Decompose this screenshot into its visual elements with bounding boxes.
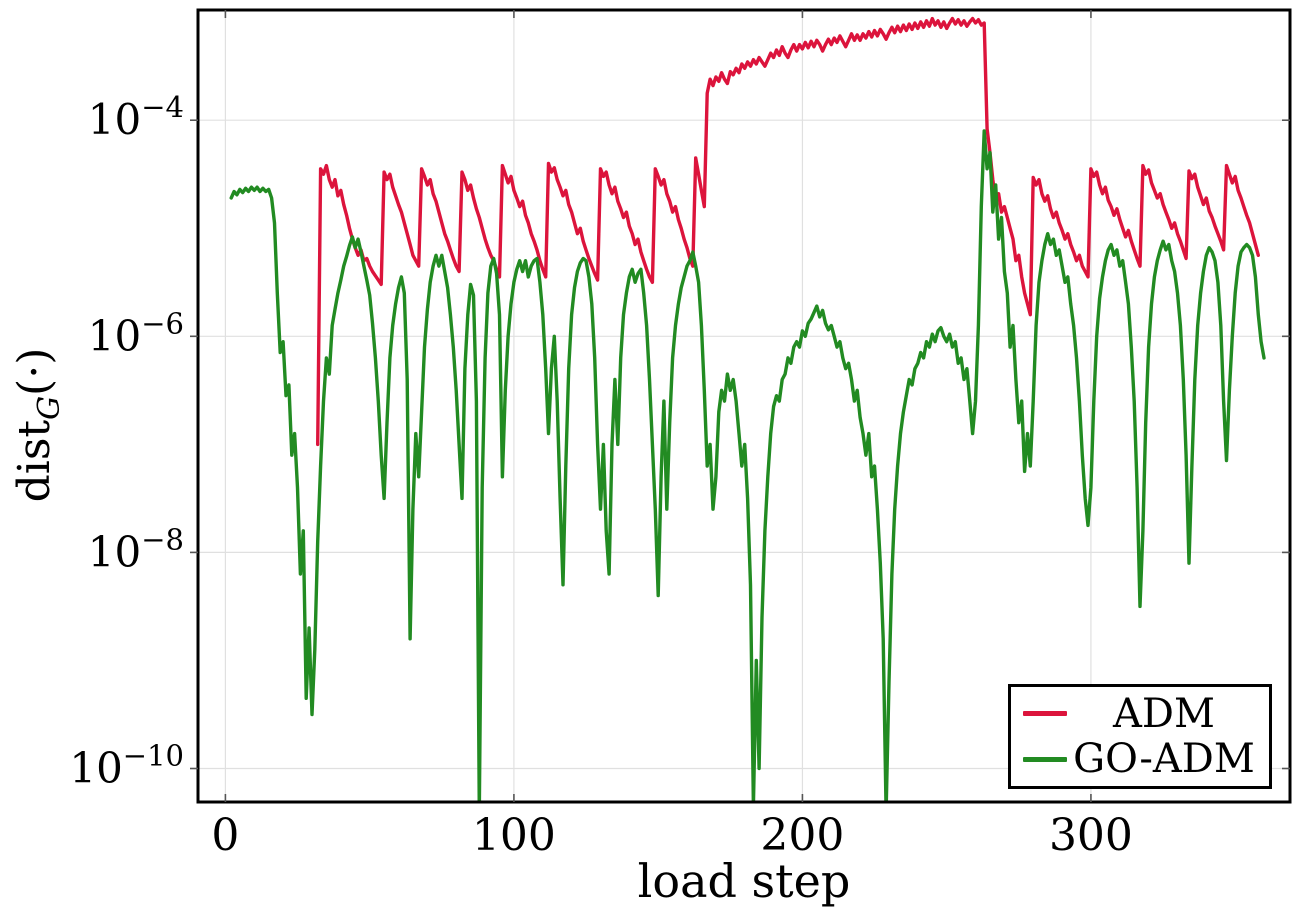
legend-label-adm: ADM [1113, 690, 1215, 737]
axes-spines [196, 8, 1292, 804]
x-tick-label: 0 [211, 810, 239, 861]
y-axis-label: distG(·) [5, 275, 67, 575]
series-line-adm [316, 16, 1261, 447]
legend-label-go-adm: GO-ADM [1073, 736, 1255, 783]
x-tick-label: 300 [1049, 810, 1133, 861]
y-tick-label: 10−6 [88, 306, 184, 360]
legend: ADM GO-ADM [1008, 684, 1272, 789]
y-tick-label: 10−10 [69, 739, 184, 793]
adm-line-sample-icon [1023, 711, 1067, 717]
y-tick-label: 10−8 [88, 522, 184, 576]
legend-entry-go-adm: GO-ADM [1023, 737, 1261, 783]
y-axis-label-prefix: dist [9, 419, 60, 503]
y-axis-label-suffix: (·) [9, 347, 60, 396]
x-axis-label: load step [637, 854, 851, 908]
y-tick-label: 10−4 [88, 90, 184, 144]
legend-entry-adm: ADM [1023, 691, 1261, 737]
series-line-go-adm [229, 129, 1266, 801]
go-adm-line-sample-icon [1023, 756, 1067, 762]
y-axis-label-subscript: G [31, 395, 67, 420]
x-tick-label: 100 [472, 810, 556, 861]
x-tick-label: 200 [760, 810, 844, 861]
